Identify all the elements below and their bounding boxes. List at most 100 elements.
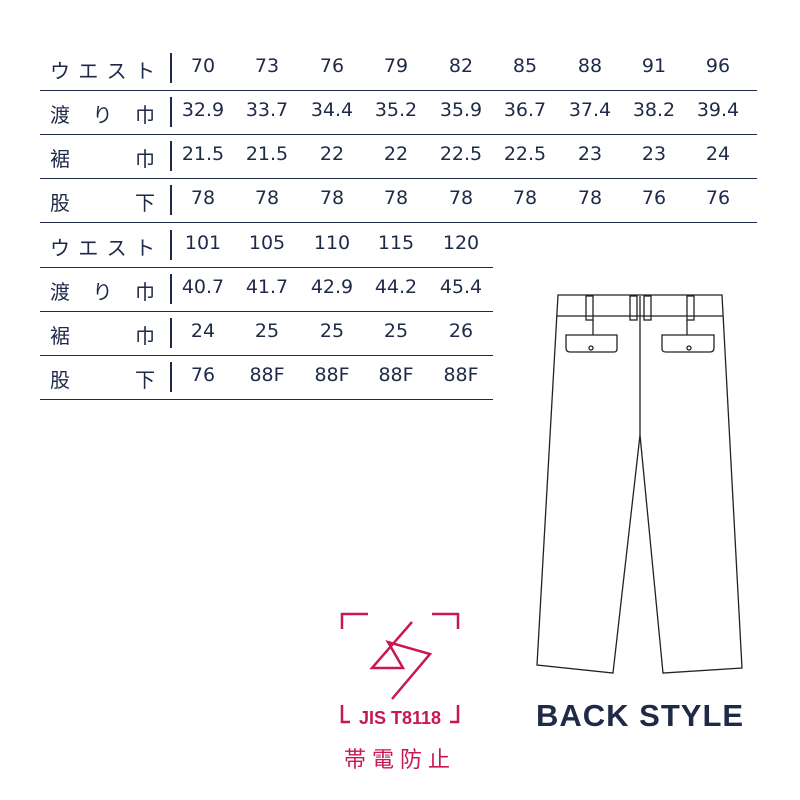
table-row: 渡り巾 32.9 33.7 34.4 35.2 35.9 36.7 37.4 38.2 39.4	[40, 91, 757, 135]
row-label-char: 下	[135, 191, 155, 215]
jis-standard-label: JIS T8118	[358, 708, 442, 728]
table-cell: 25	[319, 320, 345, 342]
column-divider	[170, 185, 172, 215]
row-label: 股下	[50, 364, 155, 393]
table-cell: 88	[577, 55, 603, 77]
row-label-char: ウ	[50, 59, 70, 83]
table-row: 股下 78 78 78 78 78 78 78 76 76	[40, 179, 757, 223]
row-label: 渡り巾	[50, 99, 155, 128]
table-row: ウエスト 70 73 76 79 82 85 88 91 96	[40, 47, 757, 91]
table-cell: 101	[184, 232, 222, 254]
table-cell: 38.2	[632, 99, 676, 121]
row-label: ウエスト	[50, 55, 155, 84]
table-cell: 78	[448, 187, 474, 209]
antistatic-caption: 帯電防止	[343, 748, 456, 773]
table-cell: 78	[577, 187, 603, 209]
table-cell: 45.4	[439, 276, 483, 298]
table-cell: 76	[705, 187, 731, 209]
row-label-char: エ	[78, 236, 99, 260]
table-cell: 91	[641, 55, 667, 77]
table-cell: 35.9	[439, 99, 483, 121]
table-row: 裾巾 21.5 21.5 22 22 22.5 22.5 23 23 24	[40, 135, 757, 179]
table-cell: 21.5	[245, 143, 289, 165]
table-cell: 88F	[314, 364, 350, 386]
table-cell: 34.4	[310, 99, 354, 121]
table-cell: 88F	[443, 364, 479, 386]
table-cell: 78	[512, 187, 538, 209]
table-cell: 110	[313, 232, 351, 254]
table-cell: 39.4	[696, 99, 740, 121]
row-label: ウエスト	[50, 232, 155, 261]
row-label: 裾巾	[50, 143, 155, 172]
column-divider	[170, 274, 172, 304]
table-cell: 73	[254, 55, 280, 77]
table-cell: 82	[448, 55, 474, 77]
table-cell: 21.5	[181, 143, 225, 165]
table-cell: 35.2	[374, 99, 418, 121]
table-row: 渡り巾 40.7 41.7 42.9 44.2 45.4	[40, 268, 493, 312]
table-cell: 40.7	[181, 276, 225, 298]
table-cell: 22.5	[503, 143, 547, 165]
row-label-char: 巾	[135, 103, 155, 127]
row-label-char: 渡	[50, 103, 70, 127]
table-cell: 78	[383, 187, 409, 209]
back-style-label: BACK STYLE	[536, 698, 745, 733]
table-cell: 85	[512, 55, 538, 77]
table-cell: 70	[190, 55, 216, 77]
row-label-char: ウ	[50, 236, 70, 260]
table-cell: 79	[383, 55, 409, 77]
column-divider	[170, 141, 172, 171]
table-cell: 76	[190, 364, 216, 386]
row-label-char: 股	[50, 368, 70, 392]
table-cell: 120	[442, 232, 480, 254]
antistatic-badge: JIS T8118 帯電防止	[330, 600, 470, 780]
row-label-char: ス	[106, 59, 127, 83]
table-cell: 24	[190, 320, 216, 342]
column-divider	[170, 318, 172, 348]
size-table: ウエスト 101 105 110 115 120 渡り巾 40.7 41.7 42.9 44.2 45…	[40, 224, 493, 400]
table-cell: 36.7	[503, 99, 547, 121]
row-label-char: 股	[50, 191, 70, 215]
table-cell: 76	[641, 187, 667, 209]
row-label-char: 裾	[50, 324, 70, 348]
table-cell: 23	[641, 143, 667, 165]
row-label-char: 下	[135, 368, 155, 392]
table-cell: 33.7	[245, 99, 289, 121]
row-label: 裾巾	[50, 320, 155, 349]
table-cell: 96	[705, 55, 731, 77]
size-table: ウエスト 70 73 76 79 82 85 88 91 96 渡り巾 32.9 33.7 34.4 35.…	[40, 47, 757, 223]
row-label-char: り	[92, 280, 113, 304]
table-cell: 32.9	[181, 99, 225, 121]
table-cell: 88F	[249, 364, 285, 386]
table-cell: 23	[577, 143, 603, 165]
row-label: 股下	[50, 187, 155, 216]
row-label-char: エ	[78, 59, 99, 83]
row-label-char: ト	[134, 236, 155, 260]
table-cell: 25	[254, 320, 280, 342]
table-cell: 24	[705, 143, 731, 165]
row-label-char: 巾	[135, 147, 155, 171]
table-cell: 78	[190, 187, 216, 209]
table-row: 裾巾 24 25 25 25 26	[40, 312, 493, 356]
row-label-char: 巾	[135, 324, 155, 348]
column-divider	[170, 97, 172, 127]
table-row: ウエスト 101 105 110 115 120	[40, 224, 493, 268]
table-cell: 42.9	[310, 276, 354, 298]
row-label-char: ト	[134, 59, 155, 83]
lightning-bolt-icon	[340, 612, 460, 724]
table-cell: 105	[248, 232, 286, 254]
table-cell: 44.2	[374, 276, 418, 298]
table-cell: 25	[383, 320, 409, 342]
table-row: 股下 76 88F 88F 88F 88F	[40, 356, 493, 400]
table-cell: 78	[319, 187, 345, 209]
table-cell: 37.4	[568, 99, 612, 121]
table-cell: 22	[319, 143, 345, 165]
table-cell: 88F	[378, 364, 414, 386]
column-divider	[170, 53, 172, 83]
column-divider	[170, 230, 172, 260]
table-cell: 22	[383, 143, 409, 165]
row-label: 渡り巾	[50, 276, 155, 305]
table-cell: 78	[254, 187, 280, 209]
